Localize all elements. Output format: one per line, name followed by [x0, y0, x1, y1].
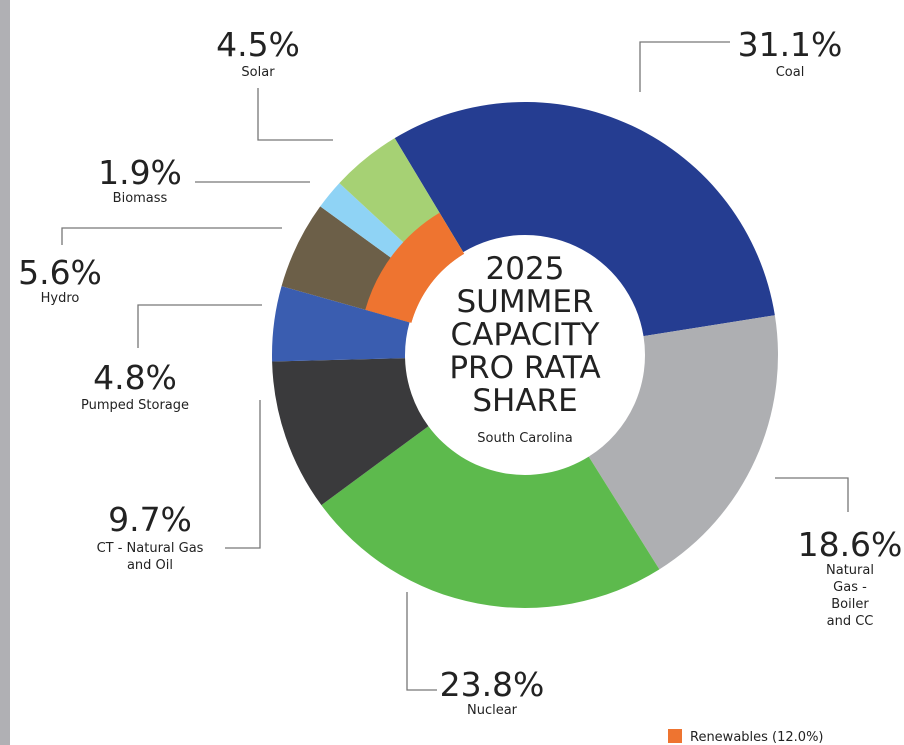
leader-line [257, 88, 333, 141]
value-label: 31.1% [737, 25, 843, 64]
category-label: Biomass [112, 191, 168, 206]
donut-segment [272, 358, 429, 506]
donut-segment [394, 101, 775, 337]
value-label: 5.6% [18, 253, 102, 292]
category-label: Natural Gas - Boiler and CC [826, 563, 874, 629]
legend-label: Renewables (12.0%) [690, 730, 824, 745]
category-label: Pumped Storage [80, 398, 190, 413]
category-label: CT - Natural Gas and Oil [96, 541, 204, 573]
donut-segment [588, 315, 778, 570]
side-bar [0, 0, 10, 745]
inner-ring-segment [365, 212, 465, 323]
value-label: 23.8% [439, 665, 545, 704]
center-title: CAPACITY [451, 317, 600, 353]
center-subtitle: South Carolina [477, 431, 572, 446]
legend-swatch [668, 729, 682, 743]
value-label: 4.8% [93, 358, 177, 397]
leader-line [775, 477, 849, 512]
category-label: Nuclear [466, 703, 518, 718]
leader-line [137, 304, 262, 348]
value-label: 4.5% [216, 25, 300, 64]
value-label: 1.9% [98, 153, 182, 192]
leader-line [225, 400, 261, 549]
value-label: 18.6% [797, 525, 903, 564]
center-title: SHARE [472, 383, 577, 419]
center-title: PRO RATA [449, 350, 600, 386]
center-title: 2025 [486, 251, 565, 287]
value-label: 9.7% [108, 500, 192, 539]
donut-segment [321, 426, 660, 608]
donut-segment [272, 286, 410, 362]
leader-line [639, 41, 730, 92]
category-label: Solar [241, 65, 275, 80]
category-label: Coal [775, 65, 805, 80]
donut-hole [407, 237, 643, 473]
category-label: Hydro [40, 291, 80, 306]
center-title: SUMMER [457, 284, 594, 320]
leader-line [406, 592, 437, 691]
leader-line [61, 227, 282, 245]
